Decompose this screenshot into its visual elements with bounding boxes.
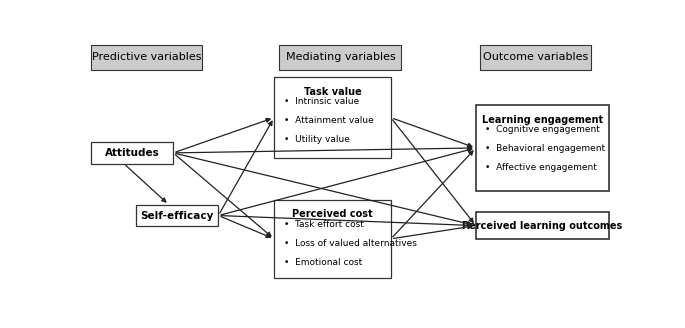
Text: Predictive variables: Predictive variables — [92, 52, 201, 62]
Text: Perceived cost: Perceived cost — [292, 209, 373, 219]
Text: •  Affective engagement: • Affective engagement — [486, 163, 597, 172]
FancyBboxPatch shape — [91, 142, 173, 164]
FancyBboxPatch shape — [274, 200, 391, 278]
FancyBboxPatch shape — [279, 45, 401, 70]
Text: •  Emotional cost: • Emotional cost — [284, 258, 362, 267]
FancyBboxPatch shape — [476, 105, 608, 191]
Text: Attitudes: Attitudes — [105, 148, 160, 158]
Text: •  Utility value: • Utility value — [284, 135, 349, 144]
FancyBboxPatch shape — [136, 205, 219, 226]
Text: •  Attainment value: • Attainment value — [284, 116, 373, 125]
Text: Task value: Task value — [303, 87, 362, 97]
FancyBboxPatch shape — [274, 77, 391, 158]
Text: •  Task effort cost: • Task effort cost — [284, 220, 364, 229]
FancyBboxPatch shape — [91, 45, 203, 70]
Text: •  Loss of valued alternatives: • Loss of valued alternatives — [284, 239, 416, 248]
Text: •  Cognitive engagement: • Cognitive engagement — [486, 125, 600, 134]
Text: Self-efficacy: Self-efficacy — [140, 211, 214, 220]
Text: Learning engagement: Learning engagement — [482, 114, 603, 125]
FancyBboxPatch shape — [479, 45, 591, 70]
Text: Perceived learning outcomes: Perceived learning outcomes — [462, 221, 622, 231]
Text: Outcome variables: Outcome variables — [483, 52, 588, 62]
Text: •  Behavioral engagement: • Behavioral engagement — [486, 144, 606, 153]
Text: •  Intrinsic value: • Intrinsic value — [284, 97, 359, 107]
Text: Mediating variables: Mediating variables — [286, 52, 395, 62]
FancyBboxPatch shape — [476, 212, 608, 239]
